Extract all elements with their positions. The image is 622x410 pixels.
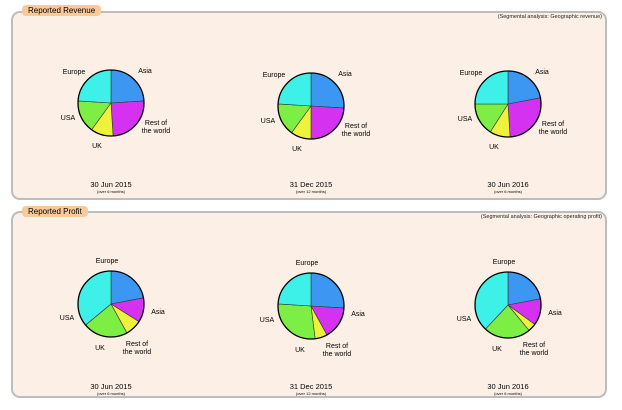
pie-chart-1: Asia Rest of the world UK USA Europe 31 Dec 20… [261, 71, 371, 194]
pie-label-europe: Europe [96, 258, 119, 265]
pie-label-rest-of-the-world: Rest of the world [520, 342, 549, 357]
pie-chart-3: Asia Rest of the world UK USA Europe 30 Jun 20… [60, 258, 165, 396]
pie-label-europe: Europe [296, 260, 319, 267]
pie-label-europe: Europe [460, 70, 483, 77]
pie-label-usa: USA [60, 315, 75, 322]
pie-label-uk: UK [295, 347, 305, 354]
pie-outline [277, 72, 345, 140]
pie-label-usa: USA [261, 118, 276, 125]
pie-label-uk: UK [95, 345, 105, 352]
pie-chart-0: Asia Rest of the world UK USA Europe 30 Jun 20… [61, 68, 171, 194]
profit-panel-note: (Segmental analysis: Geographic operatin… [480, 214, 602, 220]
pie-period-label: (over 6 months) [97, 391, 126, 396]
pie-outline [474, 271, 542, 339]
pie-label-europe: Europe [263, 72, 286, 79]
pie-period-label: (over 12 months) [296, 189, 327, 194]
pie-period-label: (over 6 months) [97, 189, 126, 194]
pie-label-rest-of-the-world: Rest of the world [323, 343, 352, 358]
pie-period-label: (over 6 months) [494, 189, 523, 194]
pie-label-asia: Asia [535, 69, 549, 76]
pie-slice-asia [310, 72, 345, 109]
pie-date-label: 31 Dec 2015 [290, 382, 333, 391]
pie-outline [474, 70, 542, 138]
pie-label-asia: Asia [548, 310, 562, 317]
pie-label-usa: USA [458, 116, 473, 123]
pie-label-europe: Europe [493, 259, 516, 266]
pie-label-usa: USA [260, 317, 275, 324]
revenue-panel-tab[interactable]: Reported Revenue [22, 5, 102, 16]
pie-date-label: 30 Jun 2015 [90, 180, 131, 189]
pie-outline [77, 270, 145, 338]
pie-label-rest-of-the-world: Rest of the world [342, 123, 371, 138]
pie-label-asia: Asia [338, 71, 352, 78]
pie-slice-usa [277, 303, 316, 340]
pie-slice-rest-of-the-world [507, 97, 542, 138]
profit-panel-tab[interactable]: Reported Profit [22, 206, 88, 217]
pie-label-usa: USA [61, 115, 76, 122]
pie-label-rest-of-the-world: Rest of the world [539, 121, 568, 136]
pie-label-uk: UK [292, 146, 302, 153]
pie-label-asia: Asia [138, 68, 152, 75]
pie-label-asia: Asia [351, 311, 365, 318]
pie-chart-4: Asia Rest of the world UK USA Europe 31 Dec 20… [260, 260, 365, 396]
pie-period-label: (over 6 months) [494, 391, 523, 396]
pie-period-label: (over 12 months) [296, 391, 327, 396]
pie-label-rest-of-the-world: Rest of the world [142, 120, 171, 135]
pie-label-usa: USA [457, 316, 472, 323]
pie-chart-5: Asia Rest of the world UK USA Europe 30 Jun 20… [457, 259, 562, 396]
revenue-panel-note: (Segmental analysis: Geographic revenue) [497, 14, 602, 20]
pie-label-uk: UK [92, 143, 102, 150]
pie-label-uk: UK [492, 346, 502, 353]
pie-outline [77, 69, 145, 137]
pie-label-asia: Asia [151, 309, 165, 316]
pie-slice-asia [310, 272, 345, 309]
pie-chart-2: Asia Rest of the world UK USA Europe 30 Jun 20… [458, 69, 568, 194]
pie-slice-rest-of-the-world [110, 100, 145, 137]
pie-date-label: 30 Jun 2015 [90, 382, 131, 391]
pie-date-label: 30 Jun 2016 [487, 382, 528, 391]
pie-label-uk: UK [489, 144, 499, 151]
pie-label-rest-of-the-world: Rest of the world [123, 341, 152, 356]
pie-date-label: 30 Jun 2016 [487, 180, 528, 189]
pie-label-europe: Europe [63, 69, 86, 76]
pie-outline [277, 272, 345, 340]
pie-date-label: 31 Dec 2015 [290, 180, 333, 189]
